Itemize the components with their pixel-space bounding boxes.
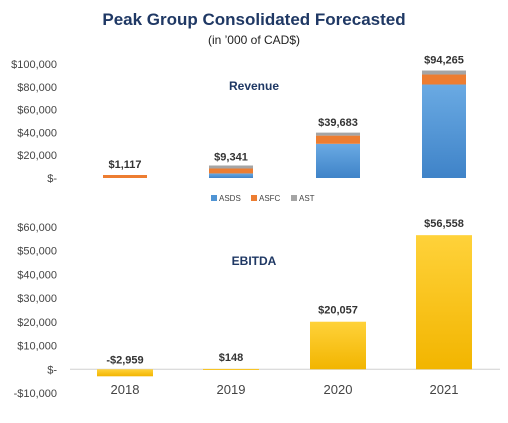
ebitda-y-tick-label: $- xyxy=(47,364,57,376)
ebitda-value-label: $20,057 xyxy=(318,305,358,317)
revenue-bar-asfc-2021 xyxy=(422,74,466,85)
ebitda-bar-2018 xyxy=(97,369,153,377)
revenue-bar-asds-2019 xyxy=(209,173,253,178)
revenue-y-tick-label: $60,000 xyxy=(17,105,57,117)
revenue-bar-ast-2019 xyxy=(209,165,253,169)
ebitda-bar-2020 xyxy=(310,321,366,370)
revenue-total-label: $39,683 xyxy=(318,117,358,129)
chart-title: Peak Group Consolidated Forecasted xyxy=(102,10,406,29)
ebitda-y-tick-label: $20,000 xyxy=(17,317,57,329)
ebitda-chart: $60,000 $50,000 $40,000 $30,000 $20,000 $10,0… xyxy=(14,218,500,400)
ebitda-chart-title: EBITDA xyxy=(232,254,277,268)
revenue-chart-title: Revenue xyxy=(229,79,279,93)
revenue-total-label: $94,265 xyxy=(424,55,464,67)
revenue-bar-ast-2020 xyxy=(316,132,360,136)
revenue-y-tick-label: $- xyxy=(47,173,57,185)
ebitda-y-tick-label: $50,000 xyxy=(17,246,57,258)
revenue-total-label: $9,341 xyxy=(214,151,248,163)
ebitda-value-label: $148 xyxy=(219,352,243,364)
revenue-bar-asds-2020 xyxy=(316,143,360,178)
revenue-y-tick-label: $100,000 xyxy=(11,59,57,71)
revenue-bar-asfc-2020 xyxy=(316,135,360,144)
chart-subtitle: (in ’000 of CAD$) xyxy=(207,33,301,47)
x-category-label: 2018 xyxy=(111,382,140,397)
ebitda-y-tick-label: $10,000 xyxy=(17,341,57,353)
revenue-bar-asfc-2018 xyxy=(103,175,147,178)
legend-swatch-asds xyxy=(211,195,217,201)
legend-label-asds: ASDS xyxy=(219,194,241,203)
revenue-y-tick-label: $20,000 xyxy=(17,150,57,162)
x-category-label: 2021 xyxy=(430,382,459,397)
x-category-label: 2019 xyxy=(217,382,246,397)
ebitda-y-tick-label: $60,000 xyxy=(17,222,57,234)
revenue-y-tick-label: $40,000 xyxy=(17,127,57,139)
legend-label-asfc: ASFC xyxy=(259,194,281,203)
revenue-bar-asds-2021 xyxy=(422,84,466,178)
ebitda-bar-2019 xyxy=(203,368,259,370)
revenue-chart: $100,000 $80,000 $60,000 $40,000 $20,000 $- Re… xyxy=(11,55,466,203)
x-category-label: 2020 xyxy=(324,382,353,397)
ebitda-y-tick-label: $40,000 xyxy=(17,269,57,281)
revenue-bar-ast-2021 xyxy=(422,70,466,75)
legend-label-ast: AST xyxy=(299,194,315,203)
revenue-y-tick-label: $80,000 xyxy=(17,82,57,94)
ebitda-value-label: $56,558 xyxy=(424,218,464,230)
revenue-bar-asfc-2019 xyxy=(209,168,253,174)
legend-swatch-asfc xyxy=(251,195,257,201)
ebitda-y-tick-label: -$10,000 xyxy=(14,388,57,400)
legend-swatch-ast xyxy=(291,195,297,201)
ebitda-y-tick-label: $30,000 xyxy=(17,293,57,305)
ebitda-bar-2021 xyxy=(416,235,472,370)
revenue-total-label: $1,117 xyxy=(108,159,141,171)
ebitda-value-label: -$2,959 xyxy=(106,354,143,366)
